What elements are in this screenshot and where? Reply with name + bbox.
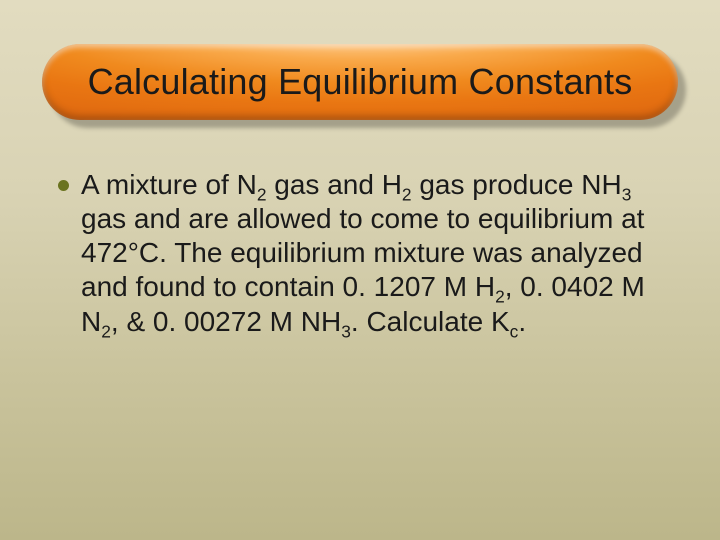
content-area: A mixture of N2 gas and H2 gas produce N… bbox=[58, 168, 662, 339]
bullet-item: A mixture of N2 gas and H2 gas produce N… bbox=[58, 168, 662, 339]
subscript: 2 bbox=[495, 287, 505, 307]
subscript: 2 bbox=[402, 185, 412, 205]
subscript: c bbox=[510, 321, 519, 341]
bullet-text: A mixture of N2 gas and H2 gas produce N… bbox=[81, 168, 662, 339]
slide-title: Calculating Equilibrium Constants bbox=[88, 61, 633, 103]
subscript: 2 bbox=[257, 185, 267, 205]
subscript: 3 bbox=[622, 185, 632, 205]
bullet-dot-icon bbox=[58, 180, 69, 191]
slide: Calculating Equilibrium Constants A mixt… bbox=[0, 0, 720, 540]
subscript: 2 bbox=[101, 321, 111, 341]
subscript: 3 bbox=[341, 321, 351, 341]
pill-body: Calculating Equilibrium Constants bbox=[42, 44, 678, 120]
title-pill: Calculating Equilibrium Constants bbox=[42, 44, 678, 120]
